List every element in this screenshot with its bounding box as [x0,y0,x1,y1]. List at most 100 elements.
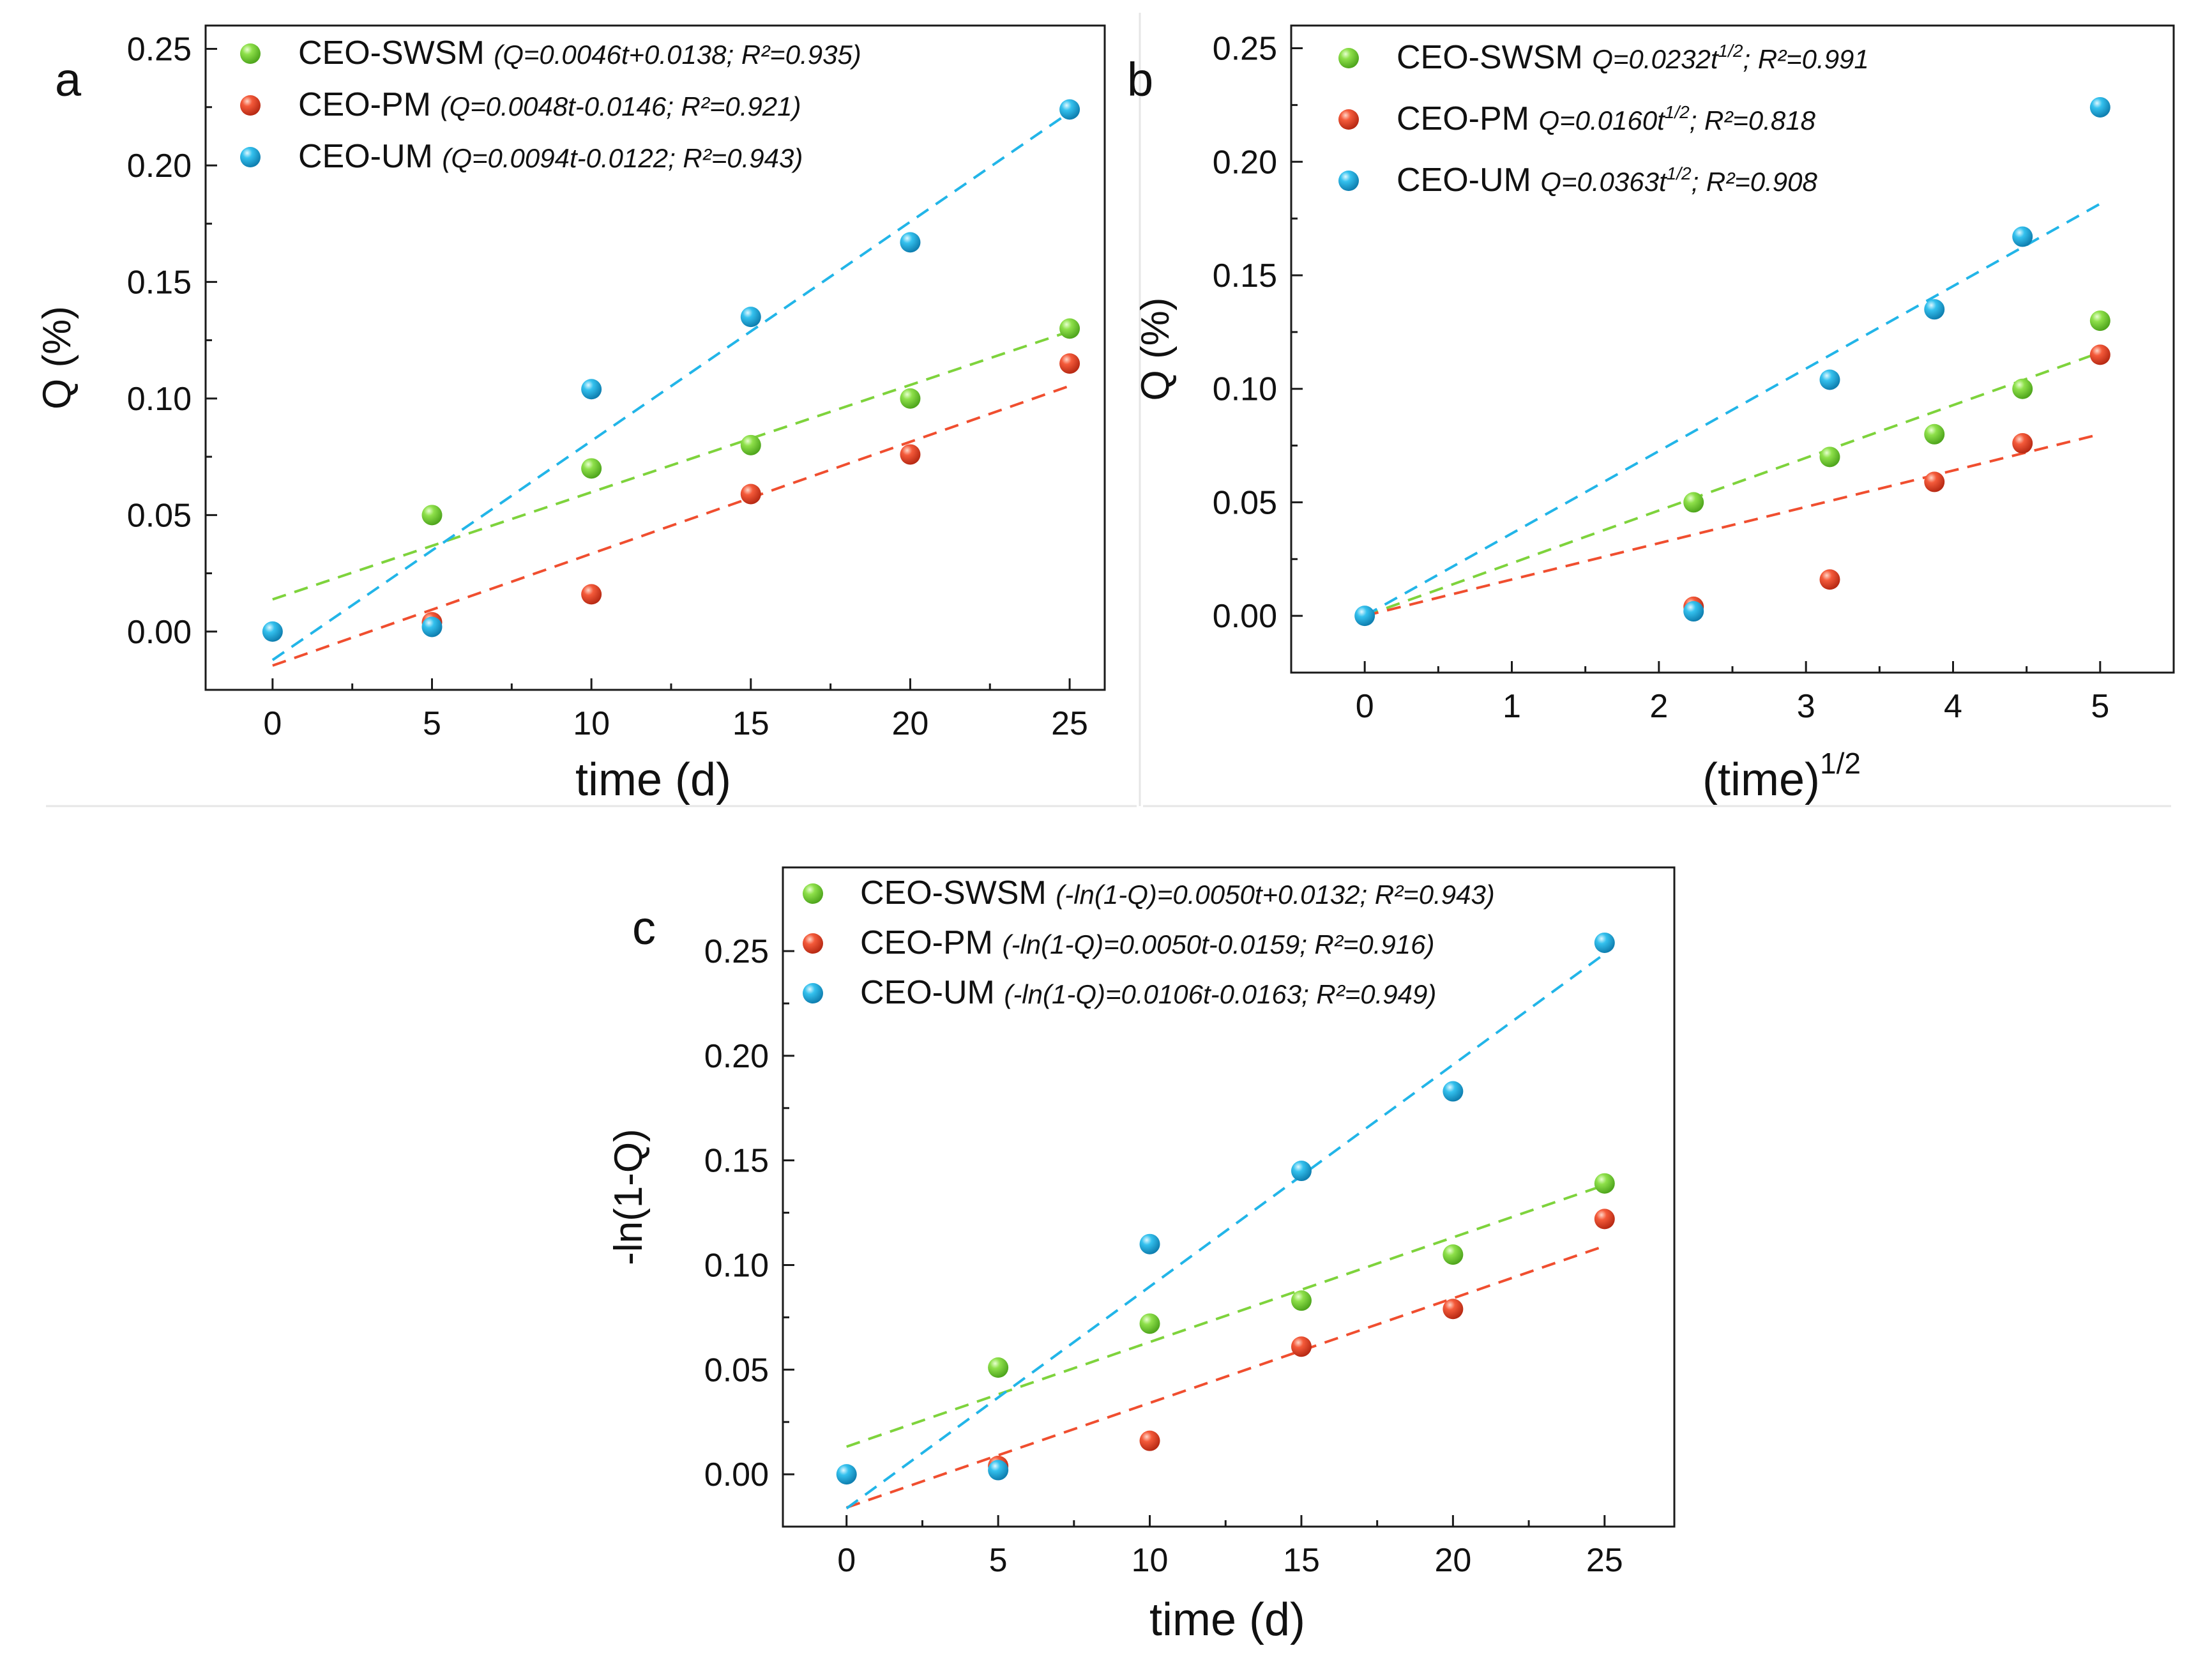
legend-marker [803,933,823,954]
data-point [2012,226,2033,247]
fit-line [272,385,1070,667]
legend-equation-superscript: 1/2 [1665,102,1690,122]
fit-line [846,1184,1605,1448]
legend-equation: (-ln(1-Q)=0.0106t-0.0163; R²=0.949) [1004,979,1436,1009]
fit-line [272,330,1070,601]
legend-equation: ; R²=0.908 [1692,167,1818,197]
x-tick-label: 10 [573,705,610,742]
legend-series-name: CEO-SWSM [860,874,1056,911]
data-point [421,616,443,637]
data-point [1683,601,1704,622]
x-tick-label: 2 [1649,688,1668,725]
data-point [1139,1233,1160,1255]
y-tick-label: 0.20 [704,1038,769,1075]
data-point [2089,310,2110,332]
legend-series-name: CEO-SWSM [1397,39,1592,76]
y-tick-label: 0.10 [1213,371,1277,408]
legend-marker [803,883,823,904]
x-tick-label: 5 [989,1542,1008,1579]
fit-line [846,1244,1605,1509]
fit-line [1364,202,2101,617]
y-tick-label: 0.20 [1213,144,1277,181]
x-tick-label: 5 [2091,688,2109,725]
legend-entry: CEO-SWSM Q=0.0232t1/2; R²=0.991 [1397,39,1869,76]
data-point [581,458,602,479]
legend-equation: ; R²=0.818 [1690,105,1816,135]
data-point [1139,1313,1160,1334]
x-tick-label: 1 [1503,688,1521,725]
legend-entry: CEO-PM (Q=0.0048t-0.0146; R²=0.921) [298,86,801,123]
data-point [1594,932,1615,953]
y-tick-label: 0.15 [1213,257,1277,294]
x-tick-label: 10 [1132,1542,1169,1579]
data-point [1291,1290,1312,1311]
data-point [421,505,443,526]
data-point [1059,353,1080,374]
data-point [2012,433,2033,454]
legend-equation: Q=0.0363t [1540,167,1668,197]
x-axis-label: time (d) [575,754,731,805]
legend-entry: CEO-SWSM (Q=0.0046t+0.0138; R²=0.935) [298,34,861,72]
data-point [581,379,602,400]
fit-line [845,952,1605,1510]
y-tick-label: 0.25 [704,933,769,970]
x-tick-label: 20 [892,705,929,742]
data-point [1443,1244,1464,1265]
y-tick-label: 0.00 [1213,598,1277,635]
data-point [1354,606,1375,627]
data-point [1924,299,1945,320]
fit-line [1364,351,2101,618]
x-tick-label: 25 [1051,705,1088,742]
data-point [1443,1299,1464,1320]
legend-series-name: CEO-PM [1397,100,1538,137]
data-point [1139,1430,1160,1451]
legend-marker [1338,109,1359,130]
legend-equation-superscript: 1/2 [1667,164,1692,183]
data-point [2089,96,2110,118]
data-point [1819,369,1840,390]
y-tick-label: 0.10 [127,381,192,418]
legend-entry: CEO-SWSM (-ln(1-Q)=0.0050t+0.0132; R²=0.… [860,874,1495,911]
x-tick-label: 25 [1586,1542,1623,1579]
legend-series-name: CEO-UM [1397,162,1540,199]
y-axis-label: Q (%) [1133,298,1178,401]
data-point [581,584,602,605]
y-tick-label: 0.05 [1213,484,1277,521]
data-point [1059,318,1080,339]
legend-equation: Q=0.0160t [1538,105,1666,135]
data-point [988,1460,1009,1481]
data-point [900,232,921,253]
fit-line [1364,432,2101,618]
data-point [988,1357,1009,1378]
data-point [740,484,761,505]
y-tick-label: 0.15 [127,264,192,301]
data-point [1594,1209,1615,1230]
x-axis-label-superscript: 1/2 [1820,747,1861,780]
data-point [1683,492,1704,513]
fit-line [271,111,1071,661]
x-axis-label: (time)1/2 [1702,747,1861,805]
legend-equation-superscript: 1/2 [1718,41,1743,61]
data-point [1291,1336,1312,1357]
data-point [740,307,761,328]
data-point [2012,378,2033,399]
y-tick-label: 0.10 [704,1247,769,1284]
y-axis-label: Q (%) [35,306,79,409]
data-point [836,1464,857,1485]
panel-c: 0 5 10 15 20 25 0.00 0.05 0.10 0.15 0.20 0.25 time (… [607,866,1676,1645]
legend-marker [240,95,261,116]
data-point [1443,1081,1464,1102]
legend-series-name: CEO-PM [860,924,1002,961]
data-point [1594,1173,1615,1194]
legend-entry: CEO-PM Q=0.0160t1/2; R²=0.818 [1397,100,1816,137]
panel-b: 0 1 2 3 4 5 0.00 0.05 0.10 0.15 0.20 0.25 (time)1/2 Q… [1127,24,2175,805]
legend-entry: CEO-UM (Q=0.0094t-0.0122; R²=0.943) [298,138,803,175]
x-tick-label: 20 [1434,1542,1471,1579]
data-point [740,434,761,455]
legend-equation: (-ln(1-Q)=0.0050t+0.0132; R²=0.943) [1056,880,1495,910]
y-tick-label: 0.25 [127,31,192,68]
x-axis-label: time (d) [1149,1594,1305,1645]
legend-equation: (-ln(1-Q)=0.0050t-0.0159; R²=0.916) [1002,929,1434,959]
plot-frame [204,24,1106,691]
